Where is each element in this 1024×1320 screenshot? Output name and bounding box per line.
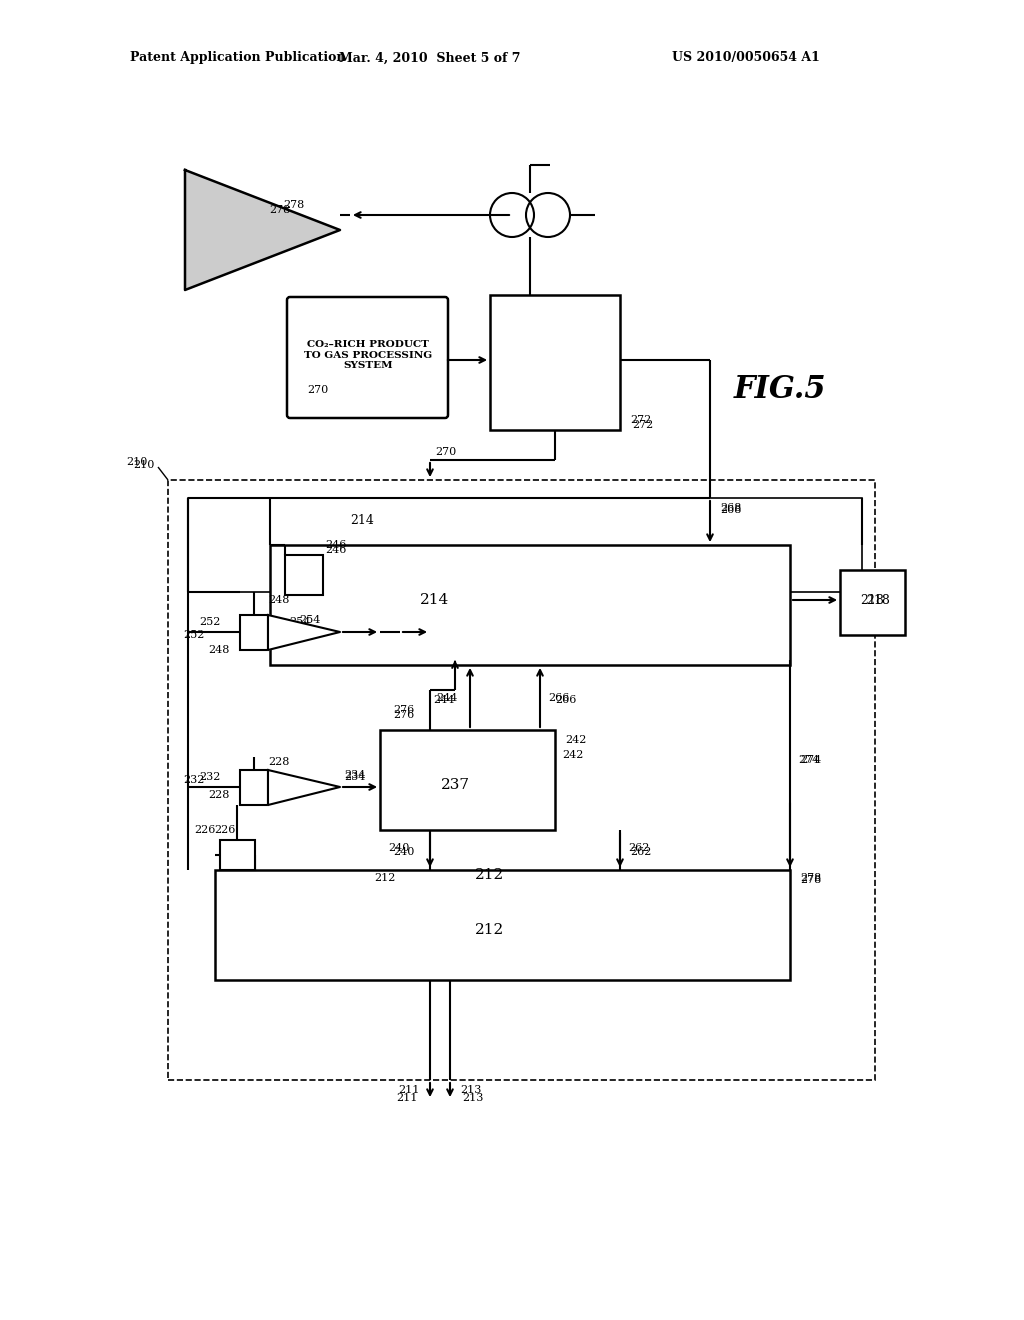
Bar <box>215 870 790 979</box>
Text: 244: 244 <box>436 693 458 704</box>
Text: 230: 230 <box>244 780 264 789</box>
Text: 211: 211 <box>396 1093 418 1104</box>
Bar <box>490 294 620 430</box>
Text: 210: 210 <box>127 457 148 467</box>
Polygon shape <box>185 170 340 290</box>
Text: 276: 276 <box>394 710 415 719</box>
Text: 234: 234 <box>344 772 366 781</box>
Bar <box>380 730 555 830</box>
Text: 246: 246 <box>325 545 346 554</box>
Text: 228: 228 <box>268 756 290 767</box>
Text: 252: 252 <box>200 616 221 627</box>
Text: 213: 213 <box>462 1093 483 1104</box>
Text: 248: 248 <box>209 645 230 655</box>
Text: 272: 272 <box>630 414 651 425</box>
Bar <box>285 554 323 595</box>
Text: 214: 214 <box>350 513 374 527</box>
Text: 278: 278 <box>800 873 821 883</box>
Text: 218: 218 <box>866 594 890 606</box>
Text: FIG.5: FIG.5 <box>733 375 826 405</box>
Text: 212: 212 <box>475 869 505 882</box>
Polygon shape <box>268 615 340 649</box>
Text: 226: 226 <box>195 825 216 836</box>
Text: 211: 211 <box>398 1085 420 1096</box>
FancyBboxPatch shape <box>287 297 449 418</box>
Bar <box>188 498 862 591</box>
Text: 240: 240 <box>389 843 410 853</box>
Text: US 2010/0050654 A1: US 2010/0050654 A1 <box>672 51 820 65</box>
Bar <box>240 615 268 649</box>
Text: 268: 268 <box>720 503 741 513</box>
Text: 240: 240 <box>393 847 415 857</box>
Text: Patent Application Publication: Patent Application Publication <box>130 51 345 65</box>
Text: 250: 250 <box>244 626 264 635</box>
Text: 266: 266 <box>555 696 577 705</box>
Text: 248: 248 <box>268 595 290 605</box>
Bar <box>240 770 268 805</box>
Text: 213: 213 <box>460 1085 481 1096</box>
Polygon shape <box>268 770 340 805</box>
Text: 274: 274 <box>798 755 819 766</box>
Text: 244: 244 <box>433 696 455 705</box>
Text: 234: 234 <box>344 770 366 780</box>
Text: 272: 272 <box>632 420 653 430</box>
Text: 254: 254 <box>290 616 310 627</box>
Bar <box>270 545 790 665</box>
Text: 232: 232 <box>183 775 205 785</box>
Bar <box>220 840 255 870</box>
Bar <box>168 480 874 1080</box>
Text: 268: 268 <box>720 506 741 515</box>
Text: 270: 270 <box>307 385 329 395</box>
Bar <box>840 570 905 635</box>
Text: 212: 212 <box>475 923 505 937</box>
Text: 270: 270 <box>435 447 457 457</box>
Text: 278: 278 <box>800 875 821 884</box>
Text: 246: 246 <box>325 540 346 550</box>
Text: 218: 218 <box>860 594 884 606</box>
Text: 210: 210 <box>133 459 155 470</box>
Text: 212: 212 <box>375 873 395 883</box>
Text: 226: 226 <box>214 825 236 836</box>
Text: 242: 242 <box>565 735 587 744</box>
Text: 228: 228 <box>209 789 230 800</box>
Text: 237: 237 <box>440 777 469 792</box>
Text: 232: 232 <box>200 772 221 781</box>
Text: 254: 254 <box>299 615 321 624</box>
Text: 278: 278 <box>283 201 304 210</box>
Text: 278: 278 <box>269 205 291 215</box>
Text: 214: 214 <box>420 593 450 607</box>
Text: 262: 262 <box>628 843 649 853</box>
Text: CO₂–RICH PRODUCT
TO GAS PROCESSING
SYSTEM: CO₂–RICH PRODUCT TO GAS PROCESSING SYSTE… <box>304 341 432 370</box>
Text: 252: 252 <box>183 630 205 640</box>
Text: Mar. 4, 2010  Sheet 5 of 7: Mar. 4, 2010 Sheet 5 of 7 <box>339 51 521 65</box>
Text: 242: 242 <box>562 750 584 760</box>
Text: 262: 262 <box>630 847 651 857</box>
Text: 276: 276 <box>394 705 415 715</box>
Text: 274: 274 <box>800 755 821 766</box>
Text: 266: 266 <box>548 693 569 704</box>
